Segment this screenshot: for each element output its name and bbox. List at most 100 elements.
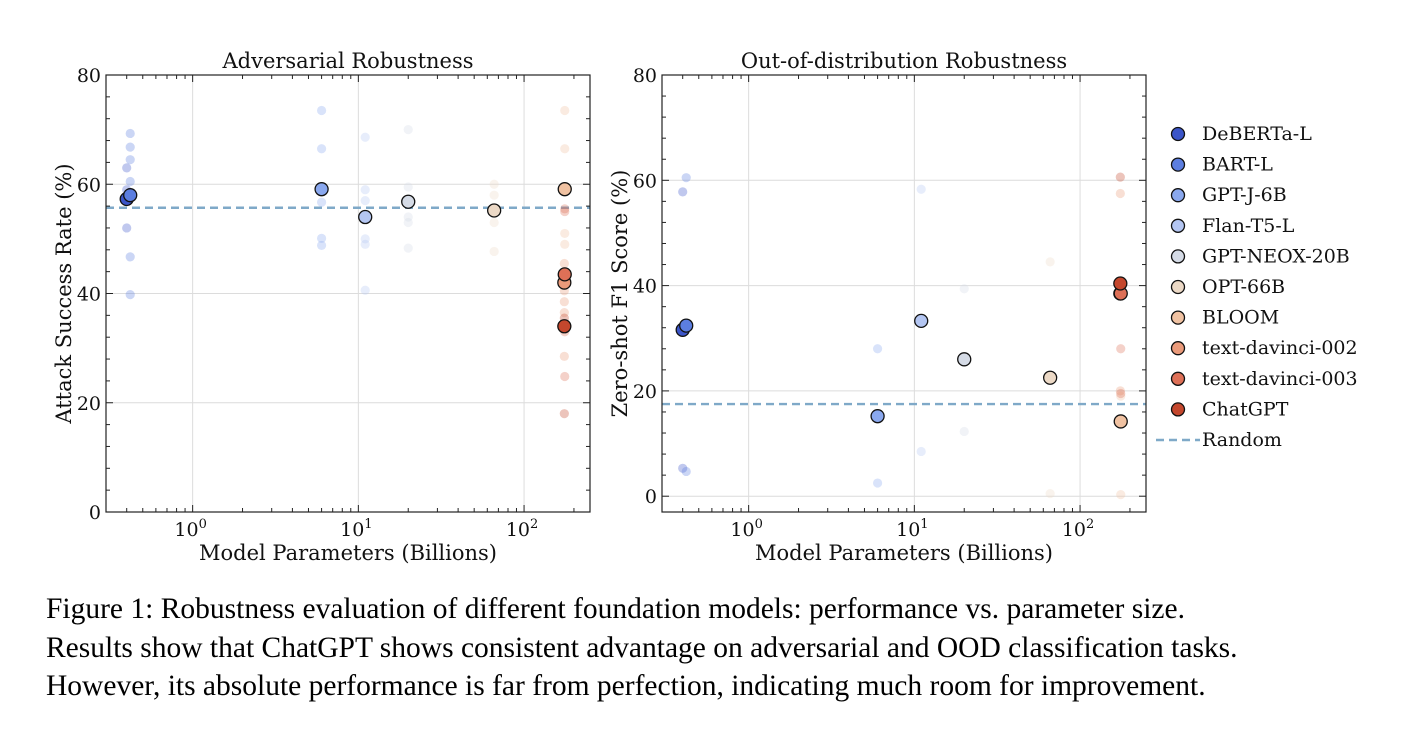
point-deberta-l-task-1 — [122, 223, 132, 233]
point-bloom-task-5 — [560, 105, 570, 116]
plot-title: Out-of-distribution Robustness — [741, 49, 1067, 73]
legend-label: GPT-J-6B — [1202, 184, 1287, 206]
y-tick-label-80: 80 — [77, 65, 101, 87]
point-flan-t5-l-average — [914, 313, 929, 329]
point-gpt-j-6b-task-5 — [316, 105, 327, 116]
point-flan-t5-l-task-1 — [916, 446, 926, 457]
y-tick-label-0: 0 — [645, 486, 657, 508]
point-bart-l-task-3 — [125, 176, 135, 187]
point-gpt-neox-20b-average — [957, 352, 972, 367]
legend-item-deberta-l: DeBERTa-L — [1170, 123, 1312, 145]
point-deberta-l-task-2 — [678, 187, 688, 197]
point-flan-t5-l-average — [358, 209, 373, 225]
axis-ticks — [105, 74, 590, 513]
legend-label: GPT-NEOX-20B — [1202, 245, 1350, 267]
adversarial-robustness-plot: 0 20 40 60 80 100 101 102 Adversarial Robustness… — [52, 49, 591, 565]
point-bart-l-task-2 — [125, 252, 135, 262]
point-bloom-task-1 — [1116, 490, 1126, 500]
point-bart-l-task-4 — [125, 155, 135, 165]
legend-label: DeBERTa-L — [1202, 123, 1312, 145]
point-bart-l-task-1 — [125, 289, 135, 300]
caption-line-3: However, its absolute performance is far… — [46, 670, 1206, 702]
point-bart-l-task-6 — [125, 128, 135, 139]
point-deberta-l-task-4 — [122, 163, 132, 173]
x-tick-label-0: 100 — [730, 517, 762, 541]
point-flan-t5-l-task-1 — [360, 285, 370, 295]
point-gpt-neox-20b-task-3 — [403, 212, 413, 222]
legend-item-chatgpt: ChatGPT — [1170, 398, 1289, 420]
y-axis-label: Attack Success Rate (%) — [52, 163, 76, 424]
point-chatgpt-average — [557, 319, 572, 334]
legend-marker — [1170, 402, 1186, 417]
point-text-davinci-003-task-1 — [1116, 388, 1126, 399]
y-tick-label-40: 40 — [633, 276, 657, 298]
per-task-points — [122, 105, 570, 419]
point-gpt-j-6b-task-3 — [316, 197, 327, 207]
point-text-davinci-002-task-1 — [559, 351, 569, 361]
legend-marker — [1170, 279, 1186, 295]
legend-item-opt-66b: OPT-66B — [1170, 276, 1285, 298]
point-gpt-j-6b-task-2 — [872, 344, 883, 354]
point-bloom-average — [1113, 414, 1128, 429]
point-bloom-task-4 — [560, 144, 570, 154]
point-bloom-task-2 — [560, 239, 570, 249]
point-flan-t5-l-task-2 — [360, 239, 370, 249]
point-text-davinci-002-task-1 — [1115, 386, 1125, 396]
average-points — [119, 182, 572, 334]
point-opt-66b-task-2 — [1045, 257, 1055, 267]
point-opt-66b-task-3 — [489, 190, 499, 200]
point-text-davinci-002-task-2 — [1115, 188, 1125, 199]
point-bart-l-average — [123, 188, 138, 203]
point-opt-66b-task-2 — [489, 217, 499, 228]
average-points — [675, 276, 1128, 429]
legend-item-random: Random — [1156, 429, 1282, 451]
legend-marker — [1170, 341, 1186, 356]
plot-title: Adversarial Robustness — [221, 49, 473, 73]
caption-line-1: Figure 1: Robustness evaluation of diffe… — [46, 593, 1185, 625]
legend-item-text-davinci-002: text-davinci-002 — [1170, 337, 1358, 359]
point-opt-66b-average — [487, 203, 502, 218]
y-tick-label-80: 80 — [633, 65, 657, 87]
legend-marker — [1170, 249, 1186, 264]
point-opt-66b-task-4 — [489, 179, 499, 189]
legend-label: BLOOM — [1202, 307, 1279, 329]
legend-item-gpt-neox-20b: GPT-NEOX-20B — [1170, 245, 1350, 267]
legend-label: Flan-T5-L — [1202, 215, 1295, 237]
legend-marker — [1170, 126, 1186, 142]
legend: DeBERTa-L BART-L GPT-J-6B Flan-T5-L GPT-NEOX… — [1156, 123, 1358, 451]
x-tick-label-1: 101 — [340, 517, 372, 541]
figure: 0 20 40 60 80 100 101 102 Adversarial Robustness… — [52, 49, 1358, 565]
legend-item-flan-t5-l: Flan-T5-L — [1170, 215, 1295, 237]
legend-label: text-davinci-002 — [1202, 337, 1358, 359]
y-tick-label-40: 40 — [77, 284, 101, 306]
point-gpt-neox-20b-task-5 — [403, 125, 413, 135]
legend-label: OPT-66B — [1202, 276, 1285, 298]
x-tick-label-0: 100 — [174, 517, 206, 541]
y-tick-label-60: 60 — [633, 170, 657, 192]
point-bart-l-task-1 — [681, 466, 691, 477]
y-axis-label: Zero-shot F1 Score (%) — [608, 170, 632, 418]
legend-marker — [1170, 371, 1186, 386]
per-task-points — [678, 172, 1126, 500]
point-opt-66b-average — [1043, 370, 1058, 385]
point-flan-t5-l-task-4 — [360, 196, 370, 206]
point-chatgpt-task-1 — [1115, 172, 1125, 182]
ood-robustness-plot: 0 20 40 60 80 100 101 102 Out-of-distribution Ro… — [608, 49, 1147, 565]
point-opt-66b-task-1 — [489, 246, 499, 257]
y-tick-label-60: 60 — [77, 174, 101, 196]
x-axis-label: Model Parameters (Billions) — [199, 541, 497, 565]
legend-item-bart-l: BART-L — [1170, 154, 1273, 176]
point-chatgpt-task-1 — [559, 409, 569, 419]
legend-item-bloom: BLOOM — [1170, 307, 1279, 329]
point-flan-t5-l-task-3 — [360, 234, 370, 244]
legend-item-text-davinci-003: text-davinci-003 — [1170, 368, 1358, 390]
point-text-davinci-002-task-5 — [559, 258, 569, 269]
point-flan-t5-l-task-2 — [916, 184, 926, 194]
point-bloom-task-3 — [560, 228, 570, 239]
point-flan-t5-l-task-5 — [360, 185, 370, 195]
point-bart-l-task-5 — [125, 142, 135, 152]
point-gpt-neox-20b-task-1 — [959, 426, 969, 437]
point-gpt-neox-20b-task-2 — [403, 217, 413, 228]
point-gpt-j-6b-average — [870, 409, 885, 424]
y-tick-label-20: 20 — [633, 381, 657, 403]
